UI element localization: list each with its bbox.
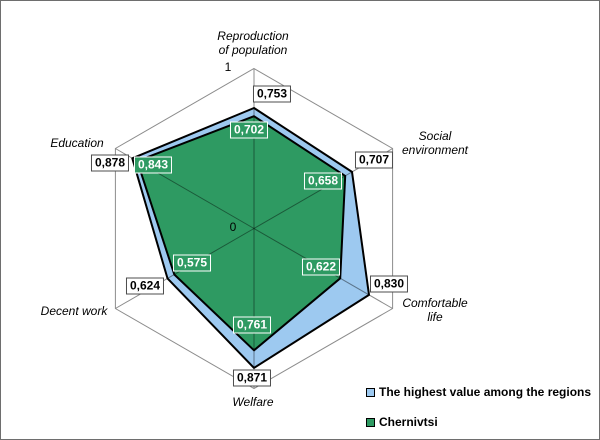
tick-label-min: 0: [229, 220, 237, 234]
data-label-chernivtsi-social: 0,658: [303, 172, 343, 190]
data-label-chernivtsi-decent-work: 0,575: [172, 254, 212, 272]
legend-item-highest-value: The highest value among the regions: [366, 385, 591, 399]
tick-label-max: 1: [224, 60, 232, 74]
data-label-highest-education: 0,878: [90, 154, 130, 172]
data-label-chernivtsi-welfare: 0,761: [232, 316, 272, 334]
axis-title-decent-work: Decent work: [40, 304, 108, 318]
data-label-chernivtsi-comfortable: 0,622: [301, 258, 341, 276]
legend-swatch-chernivtsi: [366, 417, 375, 427]
data-label-chernivtsi-education: 0,843: [133, 156, 173, 174]
data-label-chernivtsi-reproduction: 0,702: [229, 121, 269, 139]
data-label-highest-reproduction: 0,753: [252, 85, 292, 103]
axis-title-welfare: Welfare: [232, 395, 274, 409]
legend-item-chernivtsi: Chernivtsi: [366, 415, 438, 429]
data-label-highest-welfare: 0,871: [232, 369, 272, 387]
data-label-highest-social: 0,707: [354, 151, 394, 169]
data-label-highest-decent-work: 0,624: [125, 277, 165, 295]
axis-title-comfortable-life: Comfortable life: [402, 296, 468, 324]
legend-label-chernivtsi: Chernivtsi: [379, 415, 438, 429]
axis-title-education: Education: [50, 136, 104, 150]
legend-label-highest-value: The highest value among the regions: [379, 385, 592, 399]
axis-title-reproduction-of-population: Reproduction of population: [217, 29, 289, 57]
legend-swatch-highest-value: [366, 387, 375, 397]
axis-title-social-environment: Social environment: [401, 129, 469, 157]
data-label-highest-comfortable: 0,830: [369, 275, 409, 293]
